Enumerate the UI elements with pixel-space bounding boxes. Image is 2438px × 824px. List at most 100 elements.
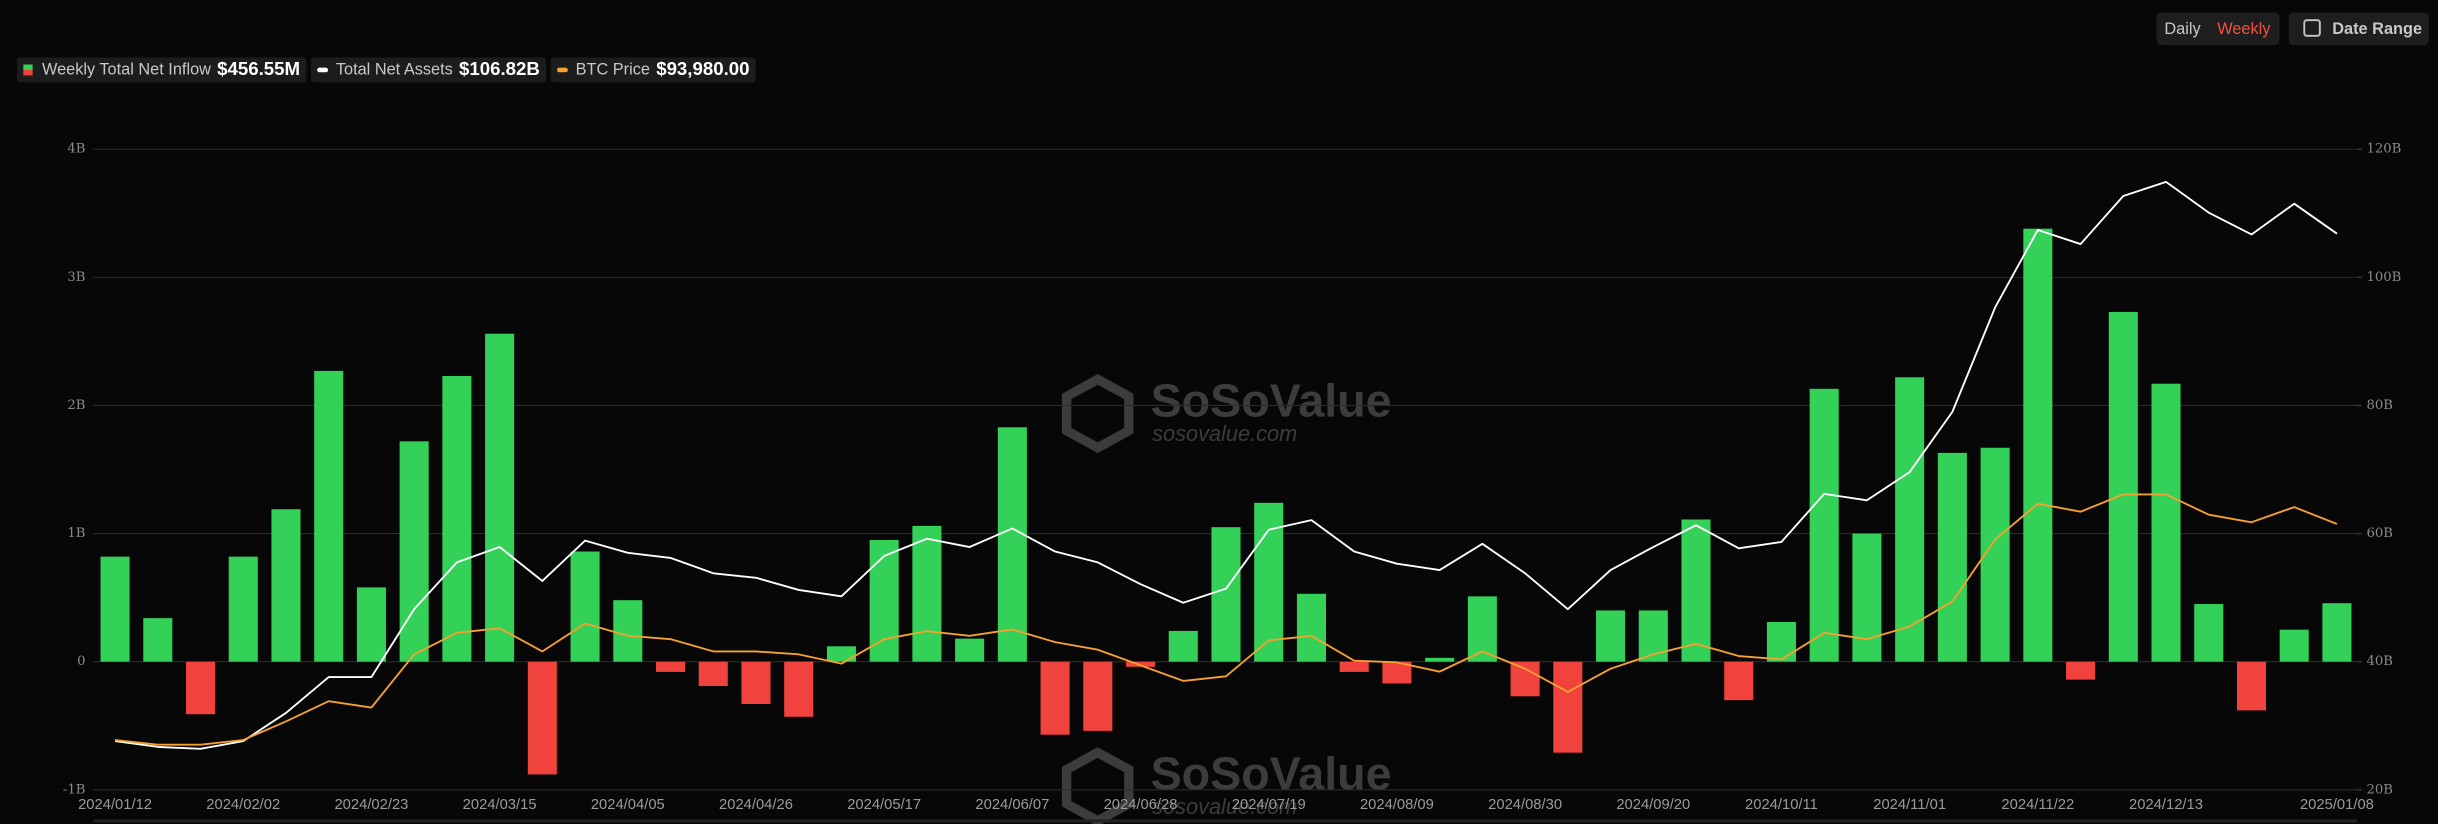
- bar: [656, 661, 686, 672]
- bar: [399, 441, 429, 662]
- y2-tick-label: 120B: [2366, 142, 2401, 157]
- x-tick-label: 2024/02/23: [334, 797, 408, 813]
- date-range-box[interactable]: [2288, 12, 2429, 46]
- x-tick-label: 2024/09/20: [1616, 797, 1690, 813]
- bar: [826, 646, 856, 662]
- y-tick-label: -1B: [63, 782, 86, 797]
- legend-swatch: [23, 64, 33, 70]
- date-range-label[interactable]: Date Range: [2332, 20, 2422, 38]
- watermark-url: sosovalue.com: [1152, 421, 1297, 446]
- bar: [613, 600, 643, 662]
- x-tick-label: 2024/12/13: [2129, 797, 2203, 813]
- x-tick-label: 2024/11/22: [2001, 797, 2074, 813]
- bar: [1510, 661, 1540, 697]
- x-tick-label: 2024/10/11: [1745, 797, 1818, 813]
- legend-swatch: [23, 69, 33, 76]
- bar: [1724, 661, 1754, 701]
- x-tick-label: 2024/05/17: [847, 797, 921, 813]
- bar: [1852, 533, 1882, 662]
- legend-label: BTC Price: [576, 60, 650, 78]
- legend-label: Total Net Assets: [336, 60, 453, 78]
- bar: [1126, 661, 1156, 667]
- bar: [1339, 661, 1369, 672]
- bar: [2023, 228, 2053, 662]
- bar: [2279, 629, 2309, 662]
- y-tick-label: 3B: [67, 270, 85, 285]
- y2-tick-label: 80B: [2366, 398, 2393, 413]
- bar: [1553, 661, 1583, 753]
- x-tick-label: 2024/03/15: [463, 797, 537, 813]
- bar: [2322, 603, 2352, 662]
- bar: [2151, 383, 2181, 662]
- legend-swatch: [556, 67, 568, 73]
- bar: [1425, 657, 1455, 662]
- bar: [2066, 661, 2096, 680]
- y2-tick-label: 40B: [2366, 654, 2393, 669]
- watermark-name: SoSoValue: [1151, 748, 1392, 800]
- bar: [1040, 661, 1070, 735]
- bar: [228, 556, 258, 662]
- legend-value: $456.55M: [217, 58, 300, 79]
- legend-entry: BTC Price $93,980.00: [550, 57, 756, 83]
- y-tick-label: 0: [77, 654, 85, 669]
- weekly-button[interactable]: Weekly: [2217, 20, 2271, 38]
- frequency-toggle: Daily Weekly: [2156, 12, 2280, 46]
- legend-label: Weekly Total Net Inflow: [42, 60, 211, 78]
- bar: [2236, 661, 2267, 711]
- legend-box: [550, 57, 756, 83]
- bar: [784, 661, 814, 717]
- x-tick-label: 2024/02/02: [206, 797, 280, 813]
- bar: [271, 509, 301, 662]
- y2-tick-label: 100B: [2366, 270, 2401, 285]
- y-tick-label: 2B: [67, 398, 85, 413]
- bar: [1382, 661, 1412, 684]
- bar: [1168, 630, 1198, 662]
- bar: [869, 539, 899, 662]
- bar: [314, 370, 344, 662]
- bar-series: [100, 228, 2352, 775]
- bar: [997, 427, 1027, 662]
- bar: [100, 556, 130, 662]
- toggle-box: [2156, 12, 2280, 46]
- legend-value: $106.82B: [459, 58, 540, 79]
- bar: [356, 587, 386, 662]
- watermark: SoSoValue sosovalue.com SoSoValue sosova…: [1061, 374, 1392, 824]
- legend-value: $93,980.00: [656, 58, 749, 79]
- bar: [912, 525, 942, 662]
- x-tick-label: 2024/01/12: [78, 797, 152, 813]
- watermark-logo: [1061, 374, 1134, 454]
- y2-tick-label: 20B: [2366, 782, 2393, 797]
- bar: [698, 661, 728, 687]
- bar: [741, 661, 771, 704]
- legend-entry: Total Net Assets $106.82B: [310, 57, 547, 83]
- bar: [955, 638, 985, 662]
- bar: [1296, 593, 1326, 662]
- bar: [527, 661, 557, 775]
- bar: [1211, 527, 1241, 662]
- bar: [570, 551, 600, 662]
- bar: [1638, 610, 1668, 662]
- y-tick-label: 1B: [67, 526, 85, 541]
- x-tick-label: 2024/07/19: [1232, 797, 1306, 813]
- calendar-icon: [2303, 19, 2321, 37]
- x-tick-label: 2024/04/05: [591, 797, 665, 813]
- date-range-button[interactable]: Date Range: [2288, 12, 2429, 46]
- bar: [1809, 388, 1839, 662]
- legend-box: [310, 57, 547, 83]
- y2-tick-label: 60B: [2366, 526, 2393, 541]
- bar: [2108, 311, 2138, 662]
- bar: [485, 333, 515, 662]
- bar: [2194, 604, 2224, 662]
- bar: [1083, 661, 1113, 731]
- legend-entry: Weekly Total Net Inflow $456.55M: [17, 57, 307, 83]
- watermark-name: SoSoValue: [1151, 375, 1392, 427]
- watermark-url: sosovalue.com: [1152, 794, 1297, 819]
- daily-button[interactable]: Daily: [2164, 20, 2201, 38]
- x-tick-label: 2025/01/08: [2300, 797, 2374, 813]
- bar: [1937, 452, 1967, 662]
- bar: [143, 618, 173, 662]
- bar: [1681, 519, 1711, 662]
- x-tick-label: 2024/06/28: [1104, 797, 1178, 813]
